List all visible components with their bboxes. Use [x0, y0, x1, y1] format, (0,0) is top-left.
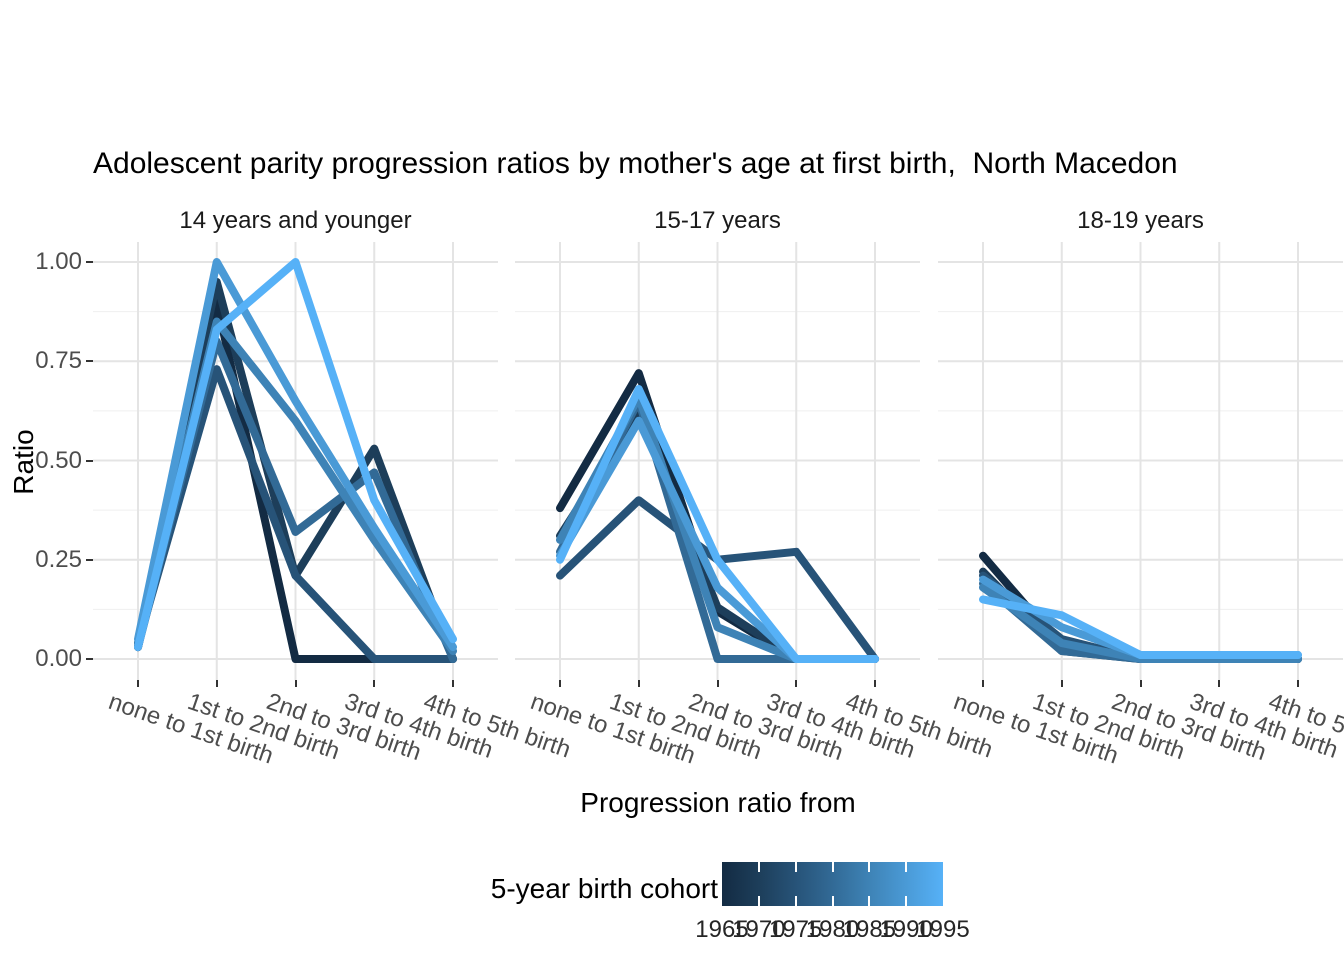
- facet-strip-label: 15-17 years: [654, 207, 781, 234]
- legend-tick-label: 1995: [916, 916, 970, 943]
- cohort-line-1975: [134, 365, 457, 663]
- x-tick-mark: [874, 680, 876, 687]
- y-tick-mark: [86, 558, 93, 561]
- facet-panel: [515, 242, 920, 680]
- legend-tick-mark: [905, 862, 908, 872]
- facet-strip-label: 18-19 years: [1077, 207, 1204, 234]
- facet-panel: [93, 242, 498, 680]
- legend-tick-mark: [868, 862, 871, 872]
- legend-tick-label: 1970: [732, 916, 786, 943]
- legend-tick-mark: [757, 896, 760, 906]
- legend-tick-mark: [905, 896, 908, 906]
- legend-tick-mark: [868, 896, 871, 906]
- x-tick-mark: [1139, 680, 1142, 687]
- legend-tick-mark: [794, 896, 797, 906]
- plot-title: Adolescent parity progression ratios by …: [93, 147, 1178, 180]
- legend-title: 5-year birth cohort: [490, 873, 718, 904]
- x-tick-mark: [1218, 680, 1221, 687]
- legend-tick-label: 1980: [805, 916, 860, 943]
- y-tick-label: 0.75: [35, 347, 82, 375]
- cohort-line-1995: [134, 258, 457, 652]
- legend-colorbar: [722, 862, 943, 906]
- x-tick-mark: [982, 680, 984, 687]
- y-tick-mark: [86, 261, 93, 263]
- facet-panel: [938, 242, 1343, 680]
- legend-tick-label: 1985: [842, 916, 897, 943]
- x-tick-mark: [637, 680, 640, 687]
- y-axis-title: Ratio: [8, 429, 39, 495]
- y-tick-label: 0.50: [35, 446, 82, 474]
- legend-tick-mark: [757, 862, 760, 872]
- y-tick-mark: [86, 459, 93, 462]
- cohort-line-1995: [556, 385, 879, 663]
- legend-tick-label: 1990: [879, 916, 933, 943]
- x-tick-mark: [137, 680, 139, 687]
- y-tick-label: 1.00: [35, 248, 82, 275]
- y-tick-label: 0.00: [35, 645, 82, 672]
- x-tick-mark: [215, 680, 218, 687]
- legend-tick-label: 1965: [695, 916, 749, 943]
- x-tick-mark: [373, 680, 376, 687]
- cohort-line-1990: [134, 258, 457, 652]
- x-tick-mark: [1060, 680, 1063, 687]
- x-axis-title: Progression ratio from: [580, 787, 856, 818]
- y-tick-mark: [86, 360, 93, 363]
- x-tick-mark: [559, 680, 561, 687]
- x-tick-mark: [795, 680, 798, 687]
- x-tick-mark: [452, 680, 454, 687]
- y-tick-mark: [86, 658, 93, 660]
- legend-tick-mark: [794, 862, 797, 872]
- x-tick-mark: [716, 680, 719, 687]
- x-tick-mark: [294, 680, 297, 687]
- cohort-line-1995: [979, 595, 1302, 660]
- facet-strip-label: 14 years and younger: [179, 207, 412, 234]
- legend-tick-mark: [831, 862, 834, 872]
- legend-tick-mark: [831, 896, 834, 906]
- y-tick-label: 0.25: [35, 545, 82, 573]
- legend-tick-label: 1975: [768, 916, 823, 943]
- x-tick-mark: [1297, 680, 1299, 687]
